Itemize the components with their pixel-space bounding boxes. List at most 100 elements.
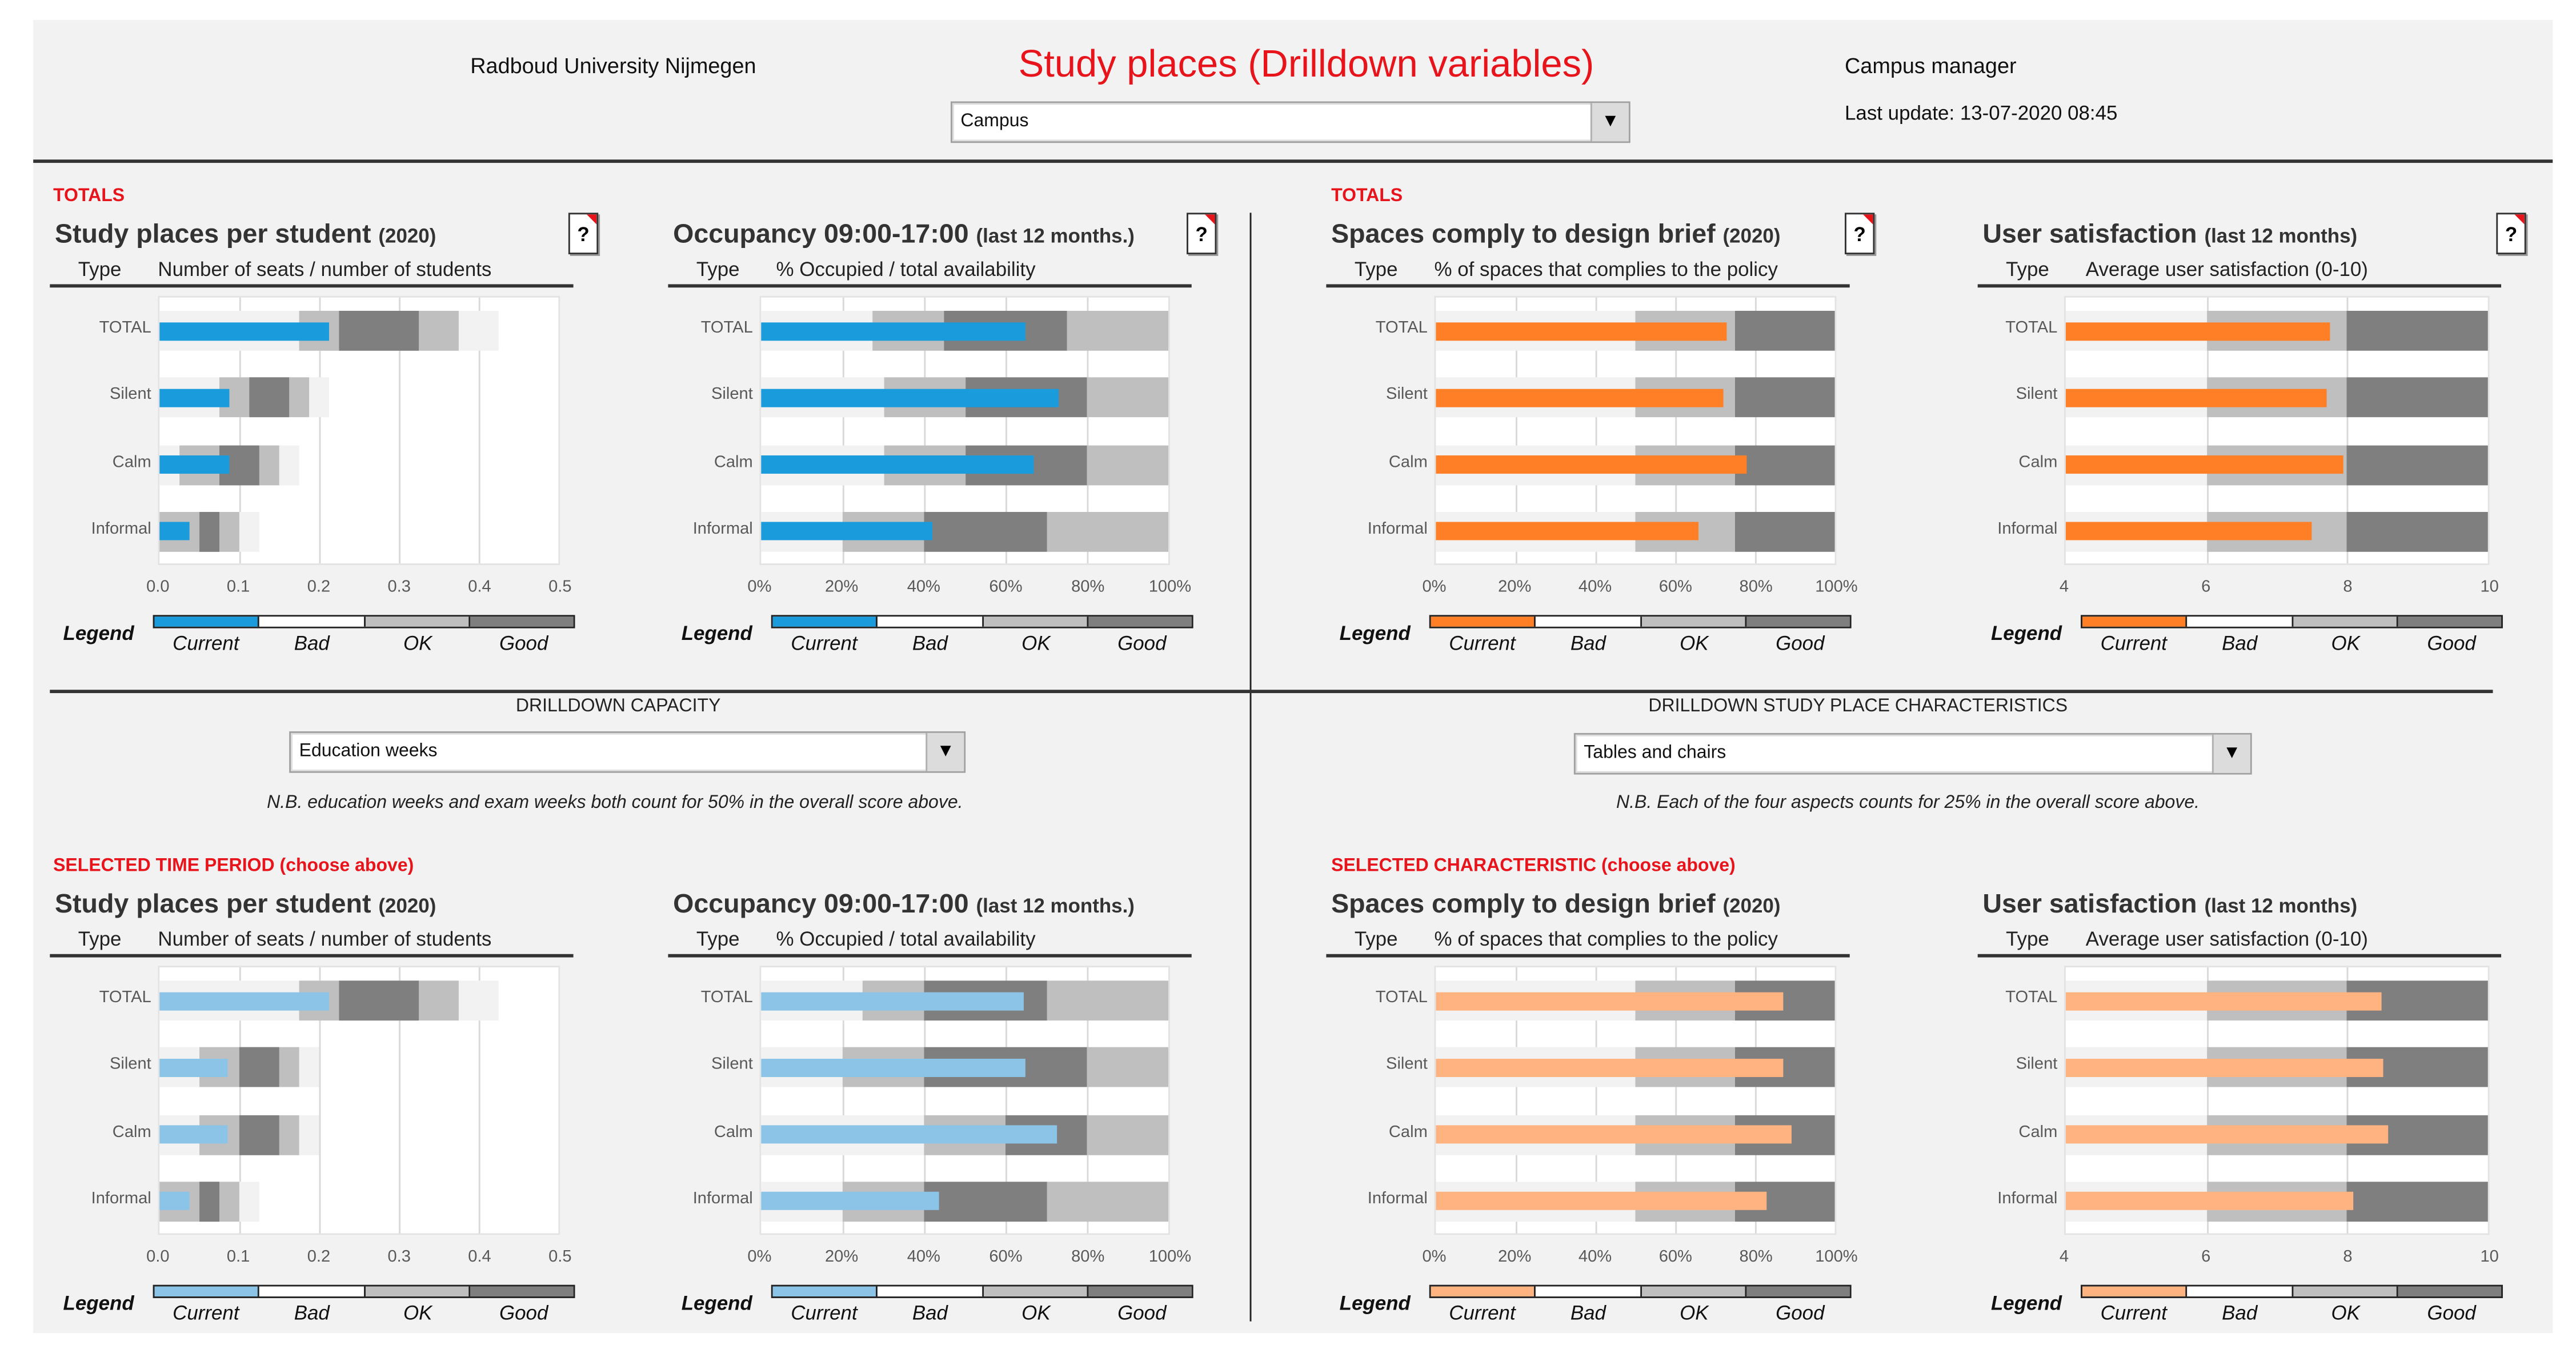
drilldown-capacity-select[interactable]: Education weeks ▼	[289, 731, 966, 773]
section-label-totals: TOTALS	[1331, 186, 1403, 206]
drilldown-characteristics-select[interactable]: Tables and chairs ▼	[1573, 732, 2252, 775]
location-select[interactable]: Campus ▼	[950, 101, 1630, 143]
chevron-down-icon[interactable]: ▼	[2212, 734, 2250, 773]
chart-plot-area	[158, 295, 560, 566]
legend-label-current: Current	[791, 1301, 858, 1325]
chart-title-period: (last 12 months.)	[976, 894, 1135, 918]
gridline	[1754, 967, 1757, 1234]
row-label: Calm	[1388, 1123, 1428, 1142]
legend-label-current: Current	[2100, 1301, 2167, 1325]
help-button[interactable]: ?	[1187, 213, 1217, 255]
legend-label-ok: OK	[403, 1301, 432, 1325]
legend-swatch-bad	[2187, 1286, 2293, 1297]
x-tick-label: 0%	[747, 1248, 772, 1267]
help-question-icon: ?	[1853, 222, 1866, 246]
legend-labels: Current Bad OK Good	[153, 1302, 577, 1325]
current-value-bar	[761, 991, 1024, 1010]
current-value-bar	[2065, 1058, 2383, 1077]
gridline	[319, 297, 321, 564]
legend-label-ok: OK	[1680, 1301, 1709, 1325]
legend-swatch-good	[470, 617, 574, 627]
x-tick-label: 80%	[1071, 578, 1105, 597]
row-label: Informal	[692, 520, 753, 539]
x-tick-label: 80%	[1739, 578, 1773, 597]
legend-title: Legend	[1339, 621, 1411, 645]
header-underline	[50, 954, 574, 958]
legend-swatch-bad	[2187, 617, 2293, 627]
good-range-band	[1734, 511, 1835, 552]
current-value-bar	[2065, 991, 2381, 1010]
current-value-bar	[761, 522, 932, 541]
x-tick-label: 60%	[1658, 578, 1692, 597]
chart-title: Spaces comply to design brief (2020)	[1331, 221, 1780, 251]
current-value-bar	[1436, 455, 1747, 474]
current-value-bar	[1436, 389, 1724, 407]
metric-description: % of spaces that complies to the policy	[1434, 927, 1778, 951]
chart-plot-area	[2064, 295, 2490, 566]
row-label: Silent	[1386, 386, 1428, 405]
legend-swatch-current	[772, 1286, 878, 1297]
current-value-bar	[761, 455, 1034, 474]
x-tick-label: 0.4	[468, 578, 491, 597]
x-tick-label: 40%	[907, 1248, 940, 1267]
type-column-header: Type	[2006, 927, 2049, 951]
legend-title: Legend	[681, 621, 752, 645]
chart-title: Occupancy 09:00-17:00 (last 12 months.)	[673, 221, 1135, 251]
gridline	[319, 967, 321, 1234]
chart-plot-area	[1434, 295, 1837, 566]
x-tick-label: 6	[2201, 578, 2211, 597]
help-button[interactable]: ?	[1844, 213, 1875, 255]
chart-panel-study-places: Study places per student (2020) Type Numbe…	[50, 883, 575, 1340]
good-range-band	[2347, 310, 2488, 351]
legend-title: Legend	[1990, 1291, 2062, 1315]
good-range-band	[199, 1181, 219, 1222]
metric-description: % Occupied / total availability	[776, 257, 1036, 281]
help-button[interactable]: ?	[2496, 213, 2526, 255]
legend-swatch-good	[470, 1286, 574, 1297]
help-button[interactable]: ?	[568, 213, 599, 255]
drilldown-capacity-label: DRILLDOWN CAPACITY	[515, 696, 721, 716]
ok-range-band	[1087, 1114, 1169, 1155]
x-tick-label: 60%	[989, 1248, 1023, 1267]
x-tick-label: 0%	[1422, 1248, 1447, 1267]
legend-labels: Current Bad OK Good	[771, 631, 1195, 655]
legend-label-bad: Bad	[912, 631, 948, 655]
help-question-icon: ?	[2505, 222, 2518, 246]
good-range-band	[2347, 1181, 2488, 1222]
chart-plot-area	[158, 966, 560, 1235]
legend-label-current: Current	[173, 631, 239, 655]
x-tick-label: 100%	[1148, 1248, 1192, 1267]
help-question-icon: ?	[1195, 222, 1208, 246]
x-tick-label: 0.3	[387, 1248, 411, 1267]
chart-panel-design-brief: Spaces comply to design brief (2020) Type…	[1326, 213, 1875, 670]
good-range-band	[2347, 511, 2488, 552]
good-range-band	[2347, 445, 2488, 485]
current-value-bar	[1436, 1058, 1783, 1077]
page-title: Study places (Drilldown variables)	[1018, 41, 1595, 85]
legend-swatch-ok	[364, 1286, 470, 1297]
current-value-bar	[159, 522, 190, 541]
current-value-bar	[2065, 321, 2330, 340]
legend-label-bad: Bad	[2222, 631, 2258, 655]
legend-swatches	[1429, 615, 1852, 629]
row-label: Informal	[1997, 520, 2058, 539]
legend-title: Legend	[63, 621, 134, 645]
legend-title: Legend	[681, 1291, 752, 1315]
section-label-selected-characteristic: SELECTED CHARACTERISTIC (choose above)	[1331, 856, 1736, 876]
chevron-down-icon[interactable]: ▼	[926, 732, 964, 771]
x-tick-label: 8	[2343, 578, 2353, 597]
type-column-header: Type	[78, 257, 122, 281]
chart-plot-area	[759, 966, 1170, 1235]
current-value-bar	[159, 1058, 229, 1077]
current-value-bar	[1436, 321, 1727, 340]
x-tick-label: 20%	[824, 1248, 859, 1267]
legend-swatch-current	[1431, 1286, 1536, 1297]
chart-title: Occupancy 09:00-17:00 (last 12 months.)	[673, 891, 1135, 920]
metric-description: % of spaces that complies to the policy	[1434, 257, 1778, 281]
comment-indicator-icon	[586, 214, 597, 225]
chart-plot-area	[2064, 966, 2490, 1235]
chart-panel-user-satisfaction: User satisfaction (last 12 months) Type Av…	[1977, 213, 2526, 670]
gridline	[478, 967, 480, 1234]
chart-title-period: (2020)	[378, 224, 436, 248]
chevron-down-icon[interactable]: ▼	[1590, 103, 1629, 142]
